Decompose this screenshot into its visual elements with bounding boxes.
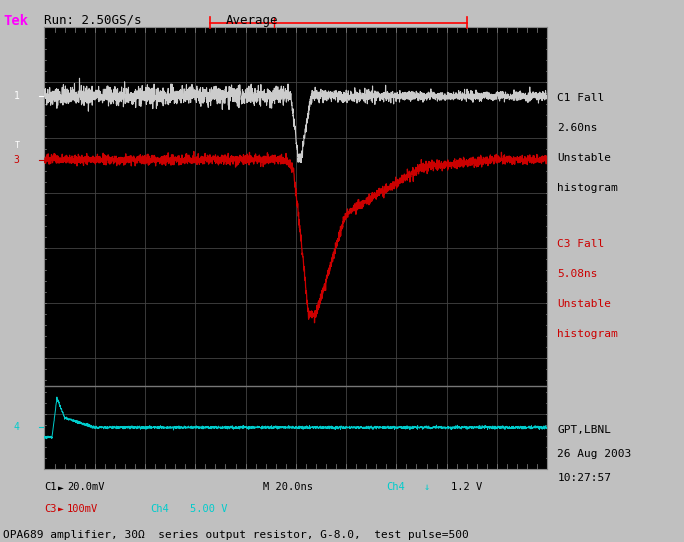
Text: C1: C1 <box>44 482 57 492</box>
Text: C1 Fall: C1 Fall <box>557 93 605 104</box>
Text: 1: 1 <box>14 91 19 101</box>
Text: 2.60ns: 2.60ns <box>557 123 598 133</box>
Text: ↓: ↓ <box>424 482 430 492</box>
Text: ►: ► <box>58 482 64 492</box>
Text: 26 Aug 2003: 26 Aug 2003 <box>557 449 632 459</box>
Text: C3: C3 <box>44 504 57 514</box>
Text: C3 Fall: C3 Fall <box>557 239 605 249</box>
Text: histogram: histogram <box>557 328 618 339</box>
Text: 10:27:57: 10:27:57 <box>557 474 611 483</box>
Text: 5.00 V: 5.00 V <box>190 504 228 514</box>
Text: 100mV: 100mV <box>67 504 98 514</box>
Text: Ch4: Ch4 <box>386 482 405 492</box>
Text: 1.2 V: 1.2 V <box>451 482 483 492</box>
Text: OPA689 amplifier, 30Ω  series output resistor, G-8.0,  test pulse=500: OPA689 amplifier, 30Ω series output resi… <box>3 530 469 540</box>
Text: Run: 2.50GS/s: Run: 2.50GS/s <box>44 14 142 27</box>
Text: GPT,LBNL: GPT,LBNL <box>557 425 611 435</box>
Text: Unstable: Unstable <box>557 299 611 309</box>
Text: ►: ► <box>58 504 64 514</box>
Text: 20.0mV: 20.0mV <box>67 482 105 492</box>
Text: M 20.0ns: M 20.0ns <box>263 482 313 492</box>
Text: Tek: Tek <box>3 14 29 28</box>
Text: 3: 3 <box>14 154 19 165</box>
Text: 4: 4 <box>14 422 19 433</box>
Text: T: T <box>14 141 19 150</box>
Text: Average: Average <box>226 14 278 27</box>
Text: Unstable: Unstable <box>557 153 611 163</box>
Text: Ch4: Ch4 <box>150 504 169 514</box>
Text: 5.08ns: 5.08ns <box>557 269 598 279</box>
Text: histogram: histogram <box>557 183 618 193</box>
